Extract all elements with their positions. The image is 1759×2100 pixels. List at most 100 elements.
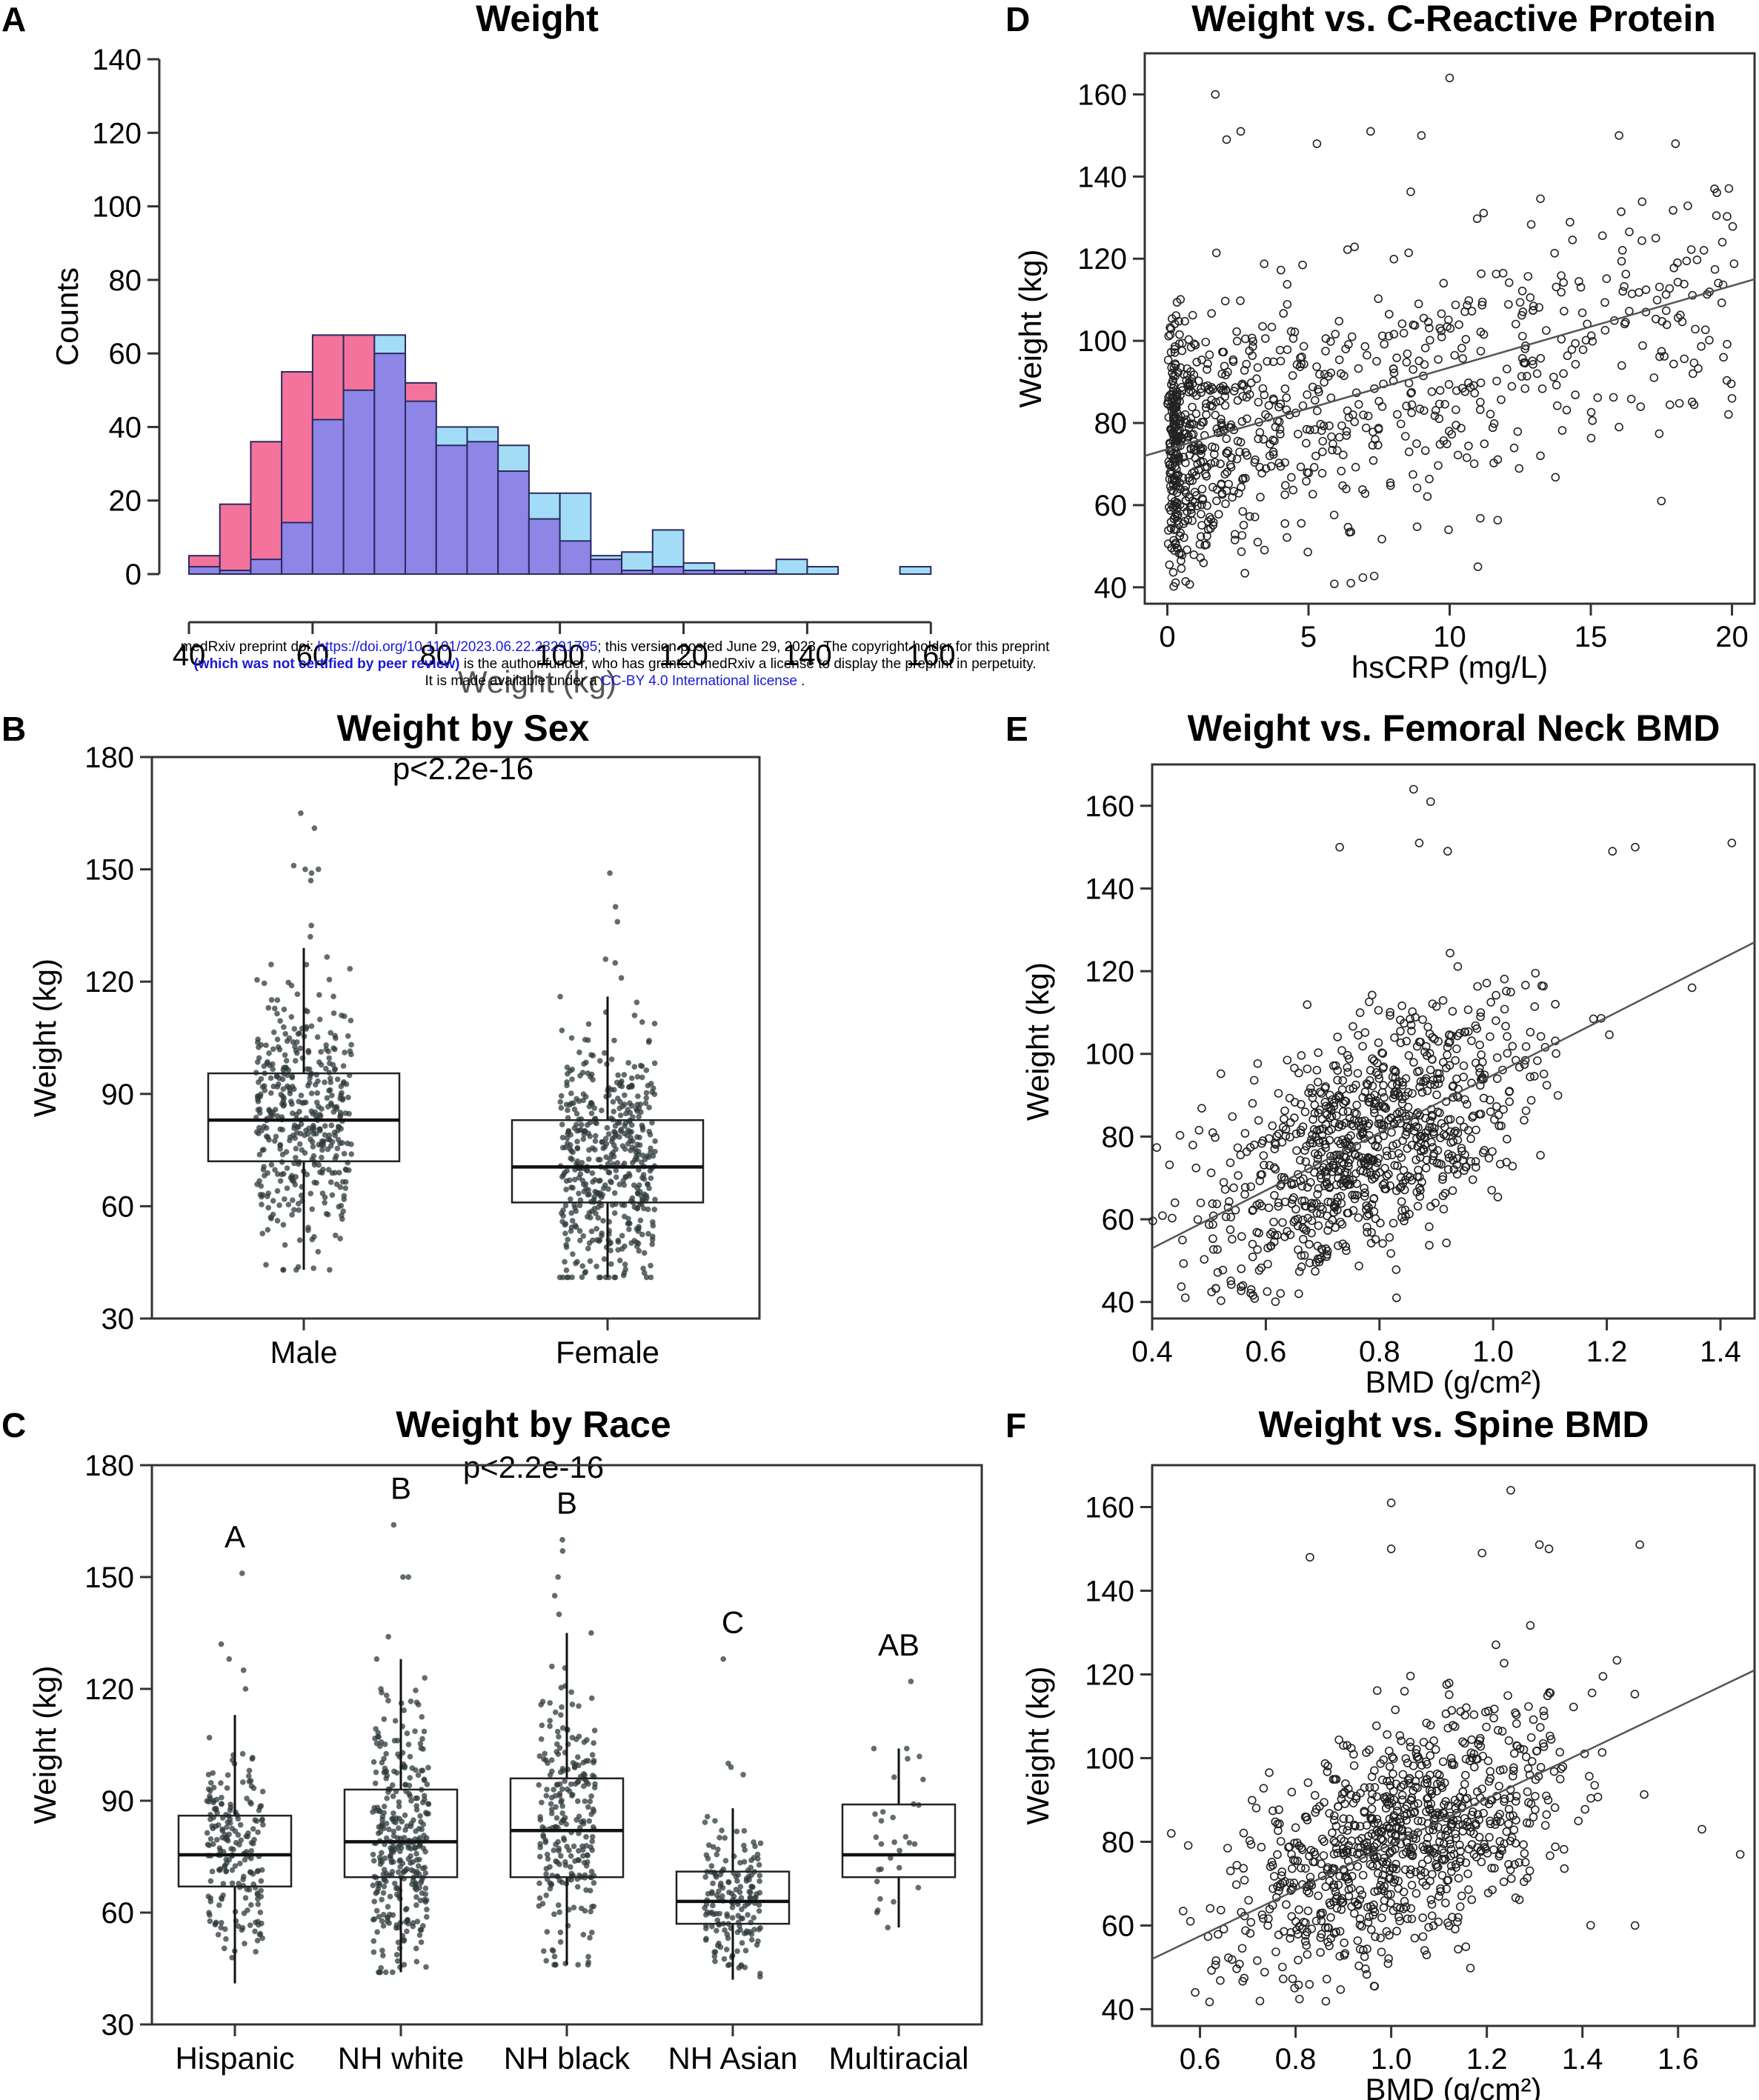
- scatter-point: [1504, 1819, 1513, 1829]
- jitter-point: [611, 1210, 618, 1216]
- scatter-point: [1343, 245, 1352, 254]
- jitter-point: [619, 1078, 625, 1084]
- scatter-point: [1313, 1241, 1323, 1250]
- scatter-point: [1417, 1816, 1426, 1826]
- scatter-point: [1406, 1737, 1415, 1747]
- jitter-point: [582, 1907, 588, 1914]
- scatter-point: [1400, 1687, 1409, 1696]
- jitter-point: [279, 1076, 286, 1082]
- jitter-point: [911, 1841, 918, 1847]
- scatter-point: [1287, 1180, 1297, 1190]
- scatter-point: [1240, 1129, 1250, 1138]
- scatter-point: [1459, 1061, 1469, 1070]
- jitter-point: [210, 1770, 216, 1776]
- scatter-point: [1508, 1161, 1517, 1171]
- jitter-point: [420, 1923, 426, 1929]
- scatter-point: [1425, 1847, 1434, 1856]
- scatter-point: [1413, 1108, 1423, 1117]
- box: [841, 1803, 957, 1879]
- scatter-point: [1369, 1910, 1377, 1920]
- jitter-point: [596, 1274, 602, 1281]
- scatter-point: [1274, 1129, 1283, 1139]
- y-tick-label: 60: [102, 1190, 135, 1223]
- jitter-point: [568, 1864, 573, 1870]
- scatter-point: [1435, 386, 1445, 395]
- scatter-point: [1181, 481, 1191, 491]
- scatter-point: [1444, 525, 1453, 535]
- scatter-point: [1625, 227, 1634, 236]
- jitter-point: [582, 1772, 588, 1779]
- scatter-point: [1174, 470, 1183, 479]
- jitter-point: [872, 1811, 878, 1817]
- scatter-point: [1360, 1116, 1369, 1125]
- scatter-point: [1460, 387, 1470, 396]
- jitter-point: [588, 1695, 595, 1701]
- scatter-point: [1280, 458, 1289, 467]
- jitter-point: [545, 1856, 551, 1862]
- scatter-point: [1302, 1941, 1311, 1950]
- scatter-point: [1211, 443, 1220, 453]
- scatter-point: [1403, 1914, 1412, 1924]
- scatter-point: [1529, 360, 1537, 369]
- scatter-point: [1397, 1206, 1407, 1215]
- scatter-point: [1429, 1825, 1438, 1835]
- scatter-point: [1276, 1289, 1286, 1298]
- jitter-point: [606, 1170, 613, 1176]
- watermark-line-3: It is made available under a CC-BY 4.0 I…: [59, 673, 1171, 690]
- y-axis-label: Weight (kg): [1013, 250, 1048, 408]
- scatter-point: [1519, 1840, 1528, 1850]
- outlier-point: [242, 1686, 249, 1692]
- scatter-point: [1499, 1104, 1508, 1114]
- jitter-point: [420, 1821, 427, 1827]
- scatter-point: [1415, 1192, 1425, 1201]
- jitter-point: [710, 1880, 716, 1887]
- jitter-point: [621, 1130, 628, 1136]
- jitter-point: [589, 1839, 596, 1844]
- y-tick-label: 40: [1102, 1993, 1135, 2026]
- scatter-point: [1432, 1787, 1442, 1796]
- scatter-point: [1305, 1239, 1314, 1249]
- jitter-point: [619, 1233, 625, 1239]
- scatter-point: [1252, 374, 1261, 384]
- jitter-point: [596, 1237, 603, 1244]
- y-axis-label: Weight (kg): [27, 1666, 62, 1824]
- jitter-point: [551, 1961, 557, 1968]
- scatter-point: [1362, 1748, 1371, 1757]
- scatter-point: [1248, 351, 1257, 361]
- scatter-point: [1187, 508, 1196, 518]
- jitter-point: [580, 1136, 587, 1142]
- jitter-point: [381, 1756, 387, 1762]
- scatter-point: [1379, 1903, 1389, 1913]
- watermark-doi-link[interactable]: https://doi.org/10.1101/2023.06.22.23291…: [317, 639, 598, 655]
- jitter-point: [756, 1861, 762, 1868]
- jitter-point: [219, 1895, 225, 1901]
- scatter-point: [1168, 567, 1178, 577]
- scatter-point: [1489, 1704, 1499, 1713]
- scatter-point: [1422, 1719, 1432, 1727]
- jitter-point: [714, 1892, 720, 1899]
- watermark-license-link[interactable]: CC-BY 4.0 International license: [601, 673, 797, 689]
- scatter-point: [1246, 1840, 1256, 1849]
- jitter-point: [580, 1233, 587, 1239]
- scatter-point: [1532, 1746, 1542, 1756]
- scatter-point: [1476, 378, 1486, 387]
- scatter-point: [1272, 1131, 1282, 1141]
- jitter-point: [205, 1771, 212, 1778]
- scatter-point: [1499, 1765, 1508, 1774]
- scatter-point: [1306, 1202, 1316, 1211]
- jitter-point: [232, 1863, 239, 1869]
- scatter-point: [1477, 1548, 1487, 1558]
- scatter-point: [1279, 1974, 1288, 1984]
- jitter-point: [556, 1733, 562, 1740]
- scatter-point: [1367, 1772, 1377, 1781]
- jitter-point: [559, 1219, 565, 1224]
- scatter-point: [1329, 439, 1337, 448]
- jitter-point: [903, 1745, 910, 1752]
- scatter-point: [1509, 1811, 1518, 1820]
- scatter-point: [1439, 279, 1449, 288]
- jitter-point: [585, 1959, 592, 1965]
- jitter-point: [418, 1745, 425, 1751]
- jitter-point: [588, 1228, 595, 1235]
- scatter-point: [1414, 1037, 1424, 1047]
